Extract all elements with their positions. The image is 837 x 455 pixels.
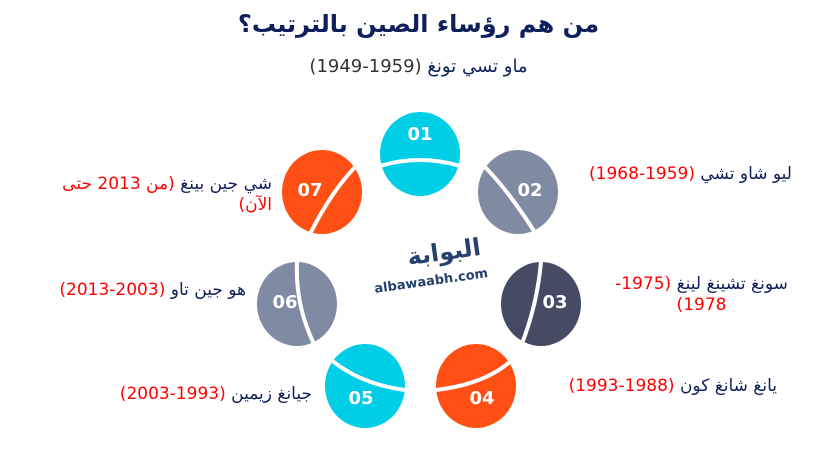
page-title: من هم رؤساء الصين بالترتيب؟ <box>237 10 600 38</box>
leader-years: (1959-1968) <box>589 164 695 184</box>
label-05: جيانغ زيمين (1993-2003) <box>70 384 312 405</box>
albawaba-logo: البوابة albawaabh.com <box>360 233 490 300</box>
label-02: ليو شاو تشي (1959-1968) <box>532 164 792 185</box>
circle-01: 01 <box>380 112 460 196</box>
leader-years: (1988-1993) <box>568 376 675 396</box>
logo-arabic: البوابة <box>405 232 483 272</box>
label-04: يانغ شانغ كون (1988-1993) <box>527 376 777 397</box>
label-03: سونغ تشينغ لينغ (1975-1978) <box>594 274 809 316</box>
circle-02: 02 <box>478 150 558 234</box>
subtitle: ماو تسي تونغ (1959-1949) <box>0 56 837 77</box>
circle-number: 05 <box>348 388 374 409</box>
leader-name: هو جين تاو <box>170 280 246 300</box>
circle-number: 06 <box>272 292 298 313</box>
leader-name: شي جين بينغ <box>180 174 272 194</box>
leader-name: ليو شاو تشي <box>700 164 792 184</box>
circle-04: 04 <box>436 344 516 428</box>
label-07: شي جين بينغ (من 2013 حتى الآن) <box>60 174 272 216</box>
leader-name: سونغ تشينغ لينغ <box>676 274 788 294</box>
leader-years: (1975-1978) <box>615 274 727 315</box>
leader-years: (2003-2013) <box>59 280 166 300</box>
subtitle-name: ماو تسي تونغ <box>427 56 528 77</box>
circle-number: 07 <box>297 180 323 201</box>
subtitle-years: (1959-1949) <box>309 56 422 77</box>
circle-number: 01 <box>407 124 433 145</box>
leader-years: (1993-2003) <box>119 384 226 404</box>
leader-years: (من 2013 حتى الآن) <box>62 174 272 215</box>
leader-name: جيانغ زيمين <box>231 384 312 404</box>
circle-number: 02 <box>517 180 543 201</box>
circle-number: 03 <box>542 292 568 313</box>
circle-07: 07 <box>282 150 362 234</box>
circle-number: 04 <box>469 388 495 409</box>
leader-name: يانغ شانغ كون <box>679 376 777 396</box>
circle-03: 03 <box>501 262 581 346</box>
circle-05: 05 <box>325 344 405 428</box>
logo-latin: albawaabh.com <box>373 266 490 297</box>
circle-06: 06 <box>257 262 337 346</box>
label-06: هو جين تاو (2003-2013) <box>20 280 246 301</box>
